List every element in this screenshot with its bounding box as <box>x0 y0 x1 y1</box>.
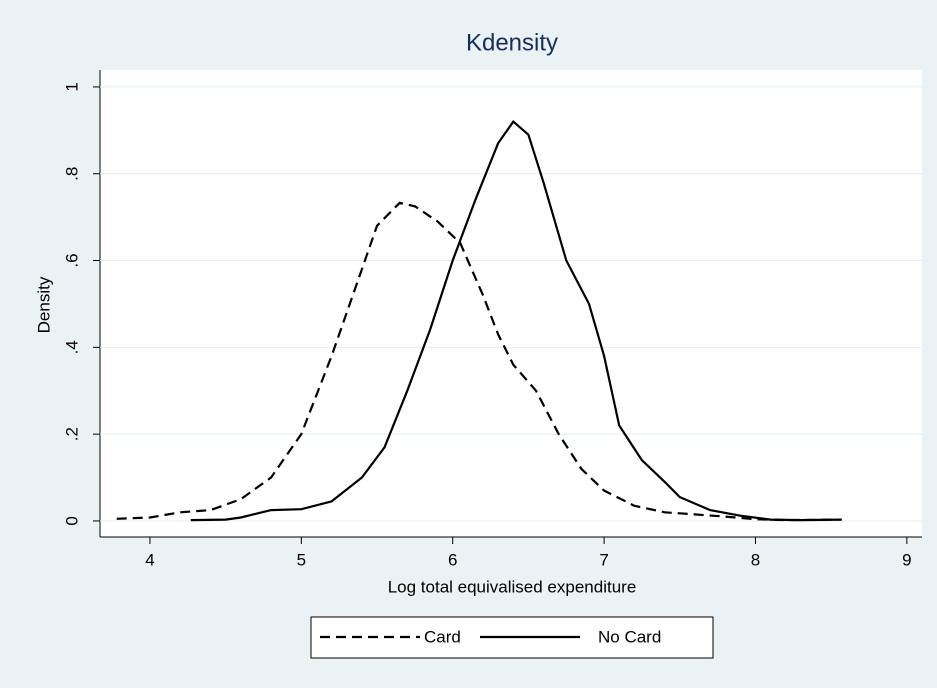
y-tick-label: 1 <box>62 82 81 91</box>
density-line <box>190 119 842 522</box>
y-tick-label: .2 <box>62 427 81 441</box>
x-tick-label: 5 <box>297 550 306 569</box>
legend-label: Card <box>424 627 461 646</box>
density-line <box>116 201 839 522</box>
y-tick-label: .6 <box>62 253 81 267</box>
x-tick-label: 6 <box>448 550 457 569</box>
legend-label: No Card <box>598 627 661 646</box>
y-tick-label: .8 <box>62 167 81 181</box>
y-tick-label: 0 <box>62 516 81 525</box>
y-tick-label: .4 <box>62 340 81 354</box>
plot-area <box>100 70 922 537</box>
x-axis-title: Log total equivalised expenditure <box>388 577 637 596</box>
chart-title: Kdensity <box>466 29 558 56</box>
x-tick-label: 4 <box>145 550 154 569</box>
x-tick-label: 7 <box>599 550 608 569</box>
x-tick-label: 8 <box>751 550 760 569</box>
x-tick-label: 9 <box>902 550 911 569</box>
y-axis-title: Density <box>34 276 53 333</box>
